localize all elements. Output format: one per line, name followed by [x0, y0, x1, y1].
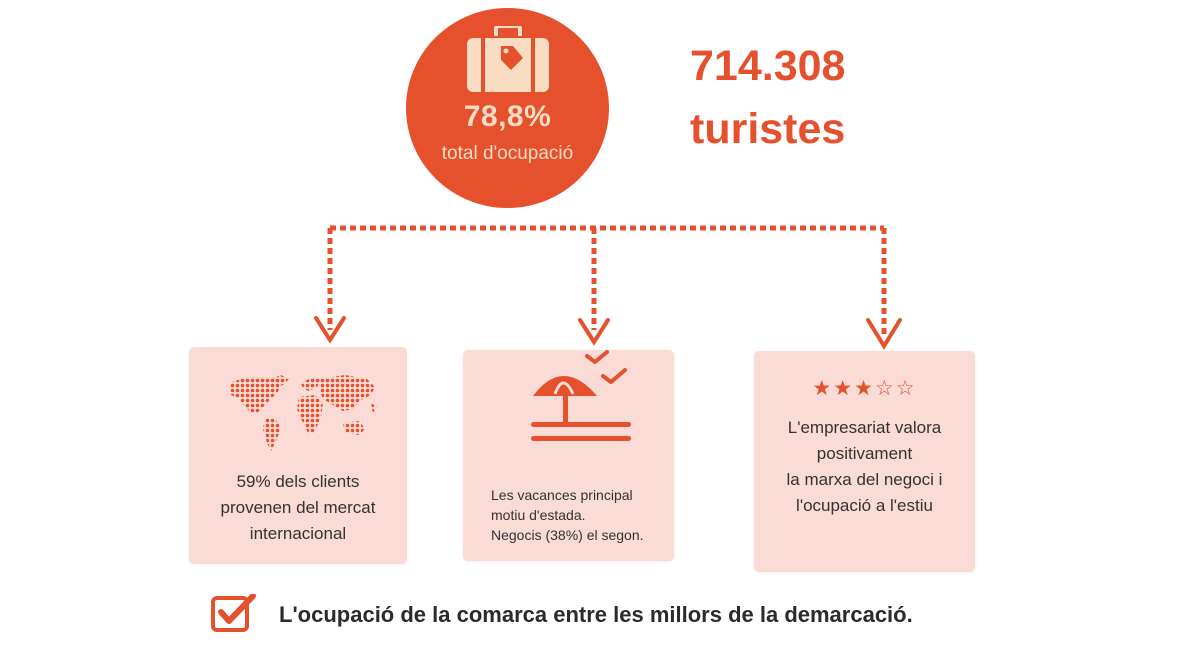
occupancy-circle: 78,8% total d'ocupació [406, 8, 609, 208]
arrowhead-left [314, 316, 346, 344]
check-mark-lower [601, 368, 627, 384]
card-rating-line-3: la marxa del negoci i [786, 470, 943, 489]
occupancy-percentage: 78,8% [463, 100, 552, 133]
suitcase-icon [467, 26, 549, 92]
footer-statement: L'ocupació de la comarca entre les millo… [279, 602, 913, 627]
card-rating-line-4: l'ocupació a l'estiu [796, 496, 933, 515]
star-empty-icon: ☆ [874, 377, 896, 400]
card-vacation-line-2: motiu d'estada. [491, 507, 586, 523]
card-rating-line-2: positivament [816, 444, 913, 463]
star-filled-icon: ★ [812, 377, 834, 400]
card-vacation-line-1: Les vacances principal [491, 487, 633, 503]
rating-stars-icon: ★★★☆☆ [754, 376, 975, 401]
card-international-line-2: provenen del mercat [220, 498, 376, 517]
arrowhead-middle [578, 318, 610, 346]
world-map-icon [229, 375, 377, 451]
tourists-number: 714.308 [690, 42, 846, 90]
beach-umbrella-icon [531, 350, 631, 441]
arrowhead-right [866, 318, 902, 350]
star-filled-icon: ★ [833, 377, 855, 400]
star-filled-icon: ★ [854, 377, 875, 400]
check-mark-upper [585, 350, 609, 364]
card-international-line-3: internacional [249, 524, 347, 543]
star-empty-icon: ☆ [895, 377, 917, 400]
card-international-line-1: 59% dels clients [236, 472, 360, 491]
card-vacation-line-3: Negocis (38%) el segon. [491, 527, 644, 543]
card-vacation: Les vacances principal motiu d'estada. N… [463, 350, 674, 561]
checkbox-checked-icon [211, 594, 256, 632]
card-rating-line-1: L'empresariat valora [787, 418, 942, 437]
card-international: 59% dels clients provenen del mercat int… [189, 347, 407, 564]
occupancy-label: total d'ocupació [441, 143, 574, 164]
tourists-unit: turistes [690, 105, 846, 153]
dotted-connectors [314, 225, 902, 350]
card-rating: ★★★☆☆ L'empresariat valora positivament … [754, 351, 975, 572]
